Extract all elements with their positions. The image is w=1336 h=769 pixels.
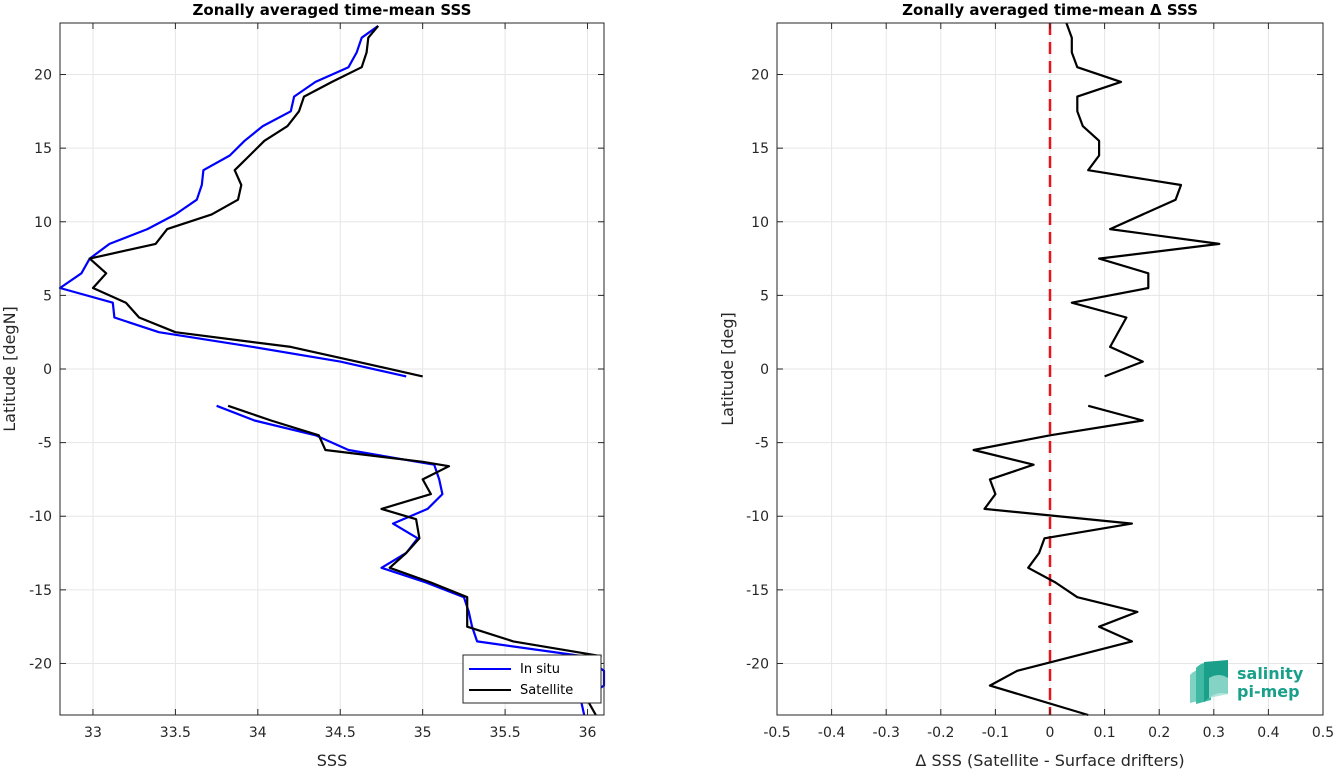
delta-sss-plot: -0.5 -0.4 -0.3 -0.2 -0.1 0 0.1 0.2 0.3 0.4 0.5 -20… — [718, 1, 1334, 769]
delta-sss-y-tick-label: 0 — [760, 362, 769, 378]
delta-sss-series-delta-line — [972, 404, 1144, 717]
delta-sss-x-tick-label: 0.1 — [1093, 725, 1115, 741]
legend-satellite-label: Satellite — [520, 683, 573, 698]
sss-plot: 33 33.5 34 34.5 35 35.5 36 -20 -15 -10 -5 0 5 10 15 20… — [0, 1, 606, 769]
sss-grid — [60, 23, 604, 715]
sss-y-tick-label: 0 — [43, 362, 52, 378]
delta-sss-x-tick-label: 0.3 — [1203, 725, 1225, 741]
logo-text-salinity: salinity — [1237, 664, 1304, 683]
delta-sss-y-tick-label: -5 — [755, 436, 769, 452]
legend-box — [462, 654, 602, 704]
legend-in-situ-label: In situ — [520, 662, 560, 677]
delta-sss-x-axis-label: Δ SSS (Satellite - Surface drifters) — [915, 751, 1184, 769]
delta-sss-x-tick-label: 0.2 — [1148, 725, 1170, 741]
sss-lines — [58, 25, 606, 716]
delta-sss-y-tick-label: 10 — [751, 215, 769, 231]
sss-plot-title: Zonally averaged time-mean SSS — [193, 1, 472, 19]
delta-sss-x-tick-label: -0.1 — [982, 725, 1009, 741]
sss-series-satellite-line — [88, 25, 423, 378]
delta-sss-x-ticks: -0.5 -0.4 -0.3 -0.2 -0.1 0 0.1 0.2 0.3 0.4 0.5 — [763, 23, 1334, 741]
sss-x-tick-label: 35.5 — [490, 725, 521, 741]
delta-sss-series-delta-line — [1065, 22, 1221, 378]
sss-series-in-situ-line — [58, 25, 407, 378]
delta-sss-lines — [972, 22, 1221, 717]
sss-x-tick-label: 33.5 — [160, 725, 191, 741]
salinity-pi-mep-logo: salinity pi-mep — [1190, 660, 1304, 704]
delta-sss-y-tick-label: 20 — [751, 68, 769, 84]
delta-sss-plot-title: Zonally averaged time-mean Δ SSS — [902, 1, 1198, 19]
sss-y-ticks: -20 -15 -10 -5 0 5 10 15 20 — [29, 68, 604, 672]
sss-x-tick-label: 35 — [414, 725, 432, 741]
delta-sss-y-axis-label: Latitude [deg] — [718, 312, 737, 426]
delta-sss-y-tick-label: 5 — [760, 288, 769, 304]
sss-x-tick-label: 34 — [249, 725, 267, 741]
sss-y-tick-label: 5 — [43, 288, 52, 304]
delta-sss-x-tick-label: -0.3 — [873, 725, 900, 741]
sss-y-tick-label: -5 — [38, 436, 52, 452]
delta-sss-y-tick-label: -10 — [746, 509, 769, 525]
delta-sss-y-tick-label: -15 — [746, 583, 769, 599]
delta-sss-x-tick-label: -0.2 — [927, 725, 954, 741]
delta-sss-x-tick-label: 0.4 — [1257, 725, 1279, 741]
sss-y-tick-label: 15 — [34, 141, 52, 157]
sss-y-tick-label: -10 — [29, 509, 52, 525]
logo-wave-icon — [1190, 660, 1228, 704]
delta-sss-y-tick-label: 15 — [751, 141, 769, 157]
logo-text-pi-mep: pi-mep — [1237, 682, 1300, 701]
sss-y-tick-label: 10 — [34, 215, 52, 231]
sss-legend: In situ Satellite — [462, 654, 602, 704]
sss-y-axis-label: Latitude [degN] — [0, 306, 19, 432]
sss-x-ticks: 33 33.5 34 34.5 35 35.5 36 — [84, 23, 597, 741]
delta-sss-x-tick-label: -0.4 — [818, 725, 845, 741]
sss-x-axis-label: SSS — [317, 751, 347, 769]
delta-sss-x-tick-label: -0.5 — [763, 725, 790, 741]
delta-sss-x-tick-label: 0 — [1046, 725, 1055, 741]
sss-x-tick-label: 36 — [579, 725, 597, 741]
delta-sss-x-tick-label: 0.5 — [1312, 725, 1334, 741]
sss-x-tick-label: 33 — [84, 725, 102, 741]
sss-y-tick-label: 20 — [34, 68, 52, 84]
delta-sss-y-tick-label: -20 — [746, 656, 769, 672]
sss-y-tick-label: -15 — [29, 583, 52, 599]
sss-y-tick-label: -20 — [29, 656, 52, 672]
delta-sss-y-ticks: -20 -15 -10 -5 0 5 10 15 20 — [746, 68, 1323, 672]
sss-x-tick-label: 34.5 — [325, 725, 356, 741]
